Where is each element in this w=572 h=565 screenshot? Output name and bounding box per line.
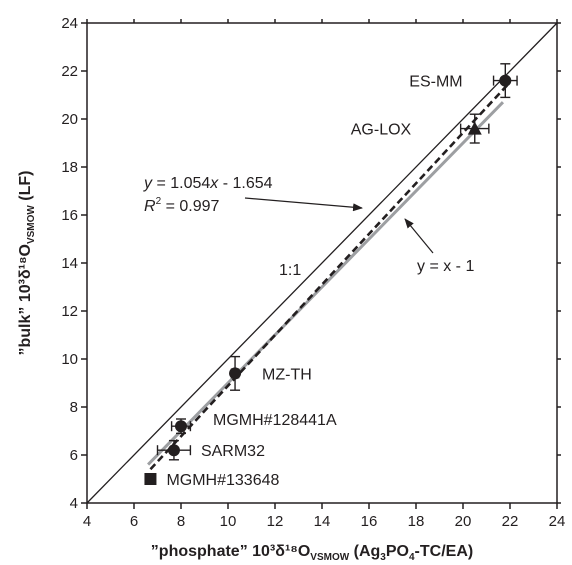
y-tick-label: 16 [61,207,78,224]
point-label-mz-th: MZ-TH [262,366,312,383]
xlabel-sub3: 3 [380,552,386,563]
point-mz-th [229,367,242,380]
x-tick-label: 6 [130,513,138,530]
fit-eq-end: - 1.654 [218,175,272,192]
y-tick-label: 8 [70,399,78,416]
line-y-x-1 [147,101,505,466]
r2-sup: 2 [156,196,162,207]
x-tick-label: 22 [502,513,519,530]
xlabel-sub4: 4 [409,552,415,563]
x-tick-label: 20 [455,513,472,530]
y-tick-label: 6 [70,447,78,464]
x-tick-label: 4 [83,513,91,530]
fit-r-squared: R2 = 0.997 [144,196,220,215]
xlabel-vsmow: VSMOW [310,552,349,563]
point-label-es-mm: ES-MM [409,74,462,91]
r2-r: R [144,198,156,215]
reference-lines [86,22,558,504]
xlabel-prefix: ”phosphate” 10³δ¹⁸O [151,543,311,560]
data-points: ES-MM AG-LOX MZ-TH MGMH#128441A SARM32 MGMH#1… [144,63,518,489]
x-tick-label: 12 [267,513,284,530]
point-label-mgmh-133648: MGMH#133648 [166,472,279,489]
y-tick-label: 14 [61,255,78,272]
y-tick-label: 24 [61,15,78,32]
point-label-mgmh-128441a: MGMH#128441A [213,412,337,429]
xlabel-paren-close: -TC/EA) [415,543,474,560]
point-es-mm [499,74,512,87]
x-axis-title: ”phosphate” 10³δ¹⁸OVSMOW (Ag3PO4-TC/EA) [151,543,473,563]
x-tick-label: 24 [549,513,566,530]
ylabel-suffix: (LF) [17,170,34,205]
fit-eq-y: y [143,175,153,192]
x-tick-label: 16 [361,513,378,530]
fit-arrow [244,197,363,212]
x-tick-label: 18 [408,513,425,530]
r2-end: = 0.997 [161,198,219,215]
offset-arrow [404,218,434,254]
xlabel-po: PO [386,543,409,560]
y-tick-label: 22 [61,63,78,80]
y-tick-label: 18 [61,159,78,176]
offset-line-label: y = x - 1 [417,258,474,275]
y-tick-label: 10 [61,351,78,368]
point-ag-lox [467,121,482,135]
ylabel-prefix: ”bulk” 10³δ¹⁸O [17,244,34,356]
x-tick-label: 8 [177,513,185,530]
one-to-one-label: 1:1 [279,262,301,279]
fit-equation: y = 1.054x - 1.654 [143,175,273,192]
x-tick-label: 14 [314,513,331,530]
point-label-sarm32: SARM32 [201,443,265,460]
fit-eq-mid: = 1.054 [152,175,210,192]
axes: 4 6 8 10 12 14 16 18 20 22 24 4 6 8 10 12 14 16 18 20 22 24 [61,15,565,530]
line-1-1 [86,22,558,504]
xlabel-paren-open: (Ag [349,543,380,560]
ylabel-vsmow: VSMOW [26,205,37,244]
point-label-ag-lox: AG-LOX [351,122,412,139]
point-mgmh-128441a [175,420,187,433]
y-tick-label: 4 [70,495,78,512]
y-tick-label: 20 [61,111,78,128]
y-tick-label: 12 [61,303,78,320]
point-sarm32 [167,444,180,457]
y-axis-title: ”bulk” 10³δ¹⁸OVSMOW (LF) [17,170,37,355]
point-mgmh-133648 [144,473,157,485]
fit-eq-x: x [209,175,219,192]
x-tick-label: 10 [220,513,237,530]
